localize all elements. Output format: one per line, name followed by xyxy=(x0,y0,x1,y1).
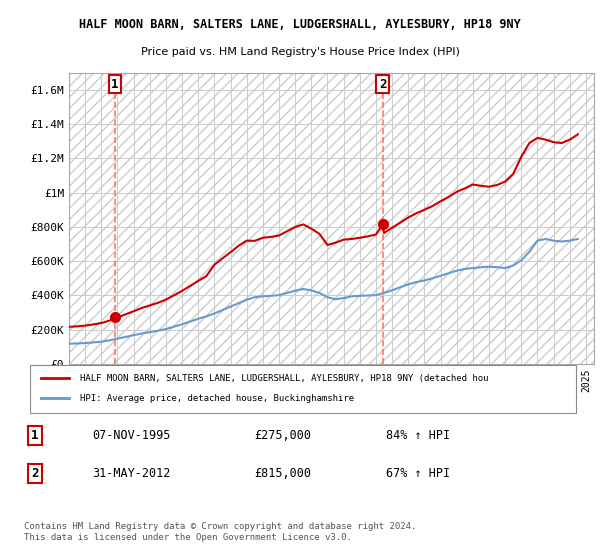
Text: 2: 2 xyxy=(31,467,39,480)
Text: Price paid vs. HM Land Registry's House Price Index (HPI): Price paid vs. HM Land Registry's House … xyxy=(140,48,460,57)
FancyBboxPatch shape xyxy=(30,365,577,413)
Text: £815,000: £815,000 xyxy=(254,467,311,480)
Text: 84% ↑ HPI: 84% ↑ HPI xyxy=(386,429,451,442)
Text: HALF MOON BARN, SALTERS LANE, LUDGERSHALL, AYLESBURY, HP18 9NY (detached hou: HALF MOON BARN, SALTERS LANE, LUDGERSHAL… xyxy=(80,374,488,382)
Text: 1: 1 xyxy=(111,78,119,91)
Text: 67% ↑ HPI: 67% ↑ HPI xyxy=(386,467,451,480)
Text: 31-MAY-2012: 31-MAY-2012 xyxy=(92,467,171,480)
Text: £275,000: £275,000 xyxy=(254,429,311,442)
Text: HPI: Average price, detached house, Buckinghamshire: HPI: Average price, detached house, Buck… xyxy=(80,394,354,403)
Text: 07-NOV-1995: 07-NOV-1995 xyxy=(92,429,171,442)
Text: HALF MOON BARN, SALTERS LANE, LUDGERSHALL, AYLESBURY, HP18 9NY: HALF MOON BARN, SALTERS LANE, LUDGERSHAL… xyxy=(79,18,521,31)
Text: 2: 2 xyxy=(379,78,386,91)
Text: 1: 1 xyxy=(31,429,39,442)
Text: Contains HM Land Registry data © Crown copyright and database right 2024.
This d: Contains HM Land Registry data © Crown c… xyxy=(23,522,416,542)
